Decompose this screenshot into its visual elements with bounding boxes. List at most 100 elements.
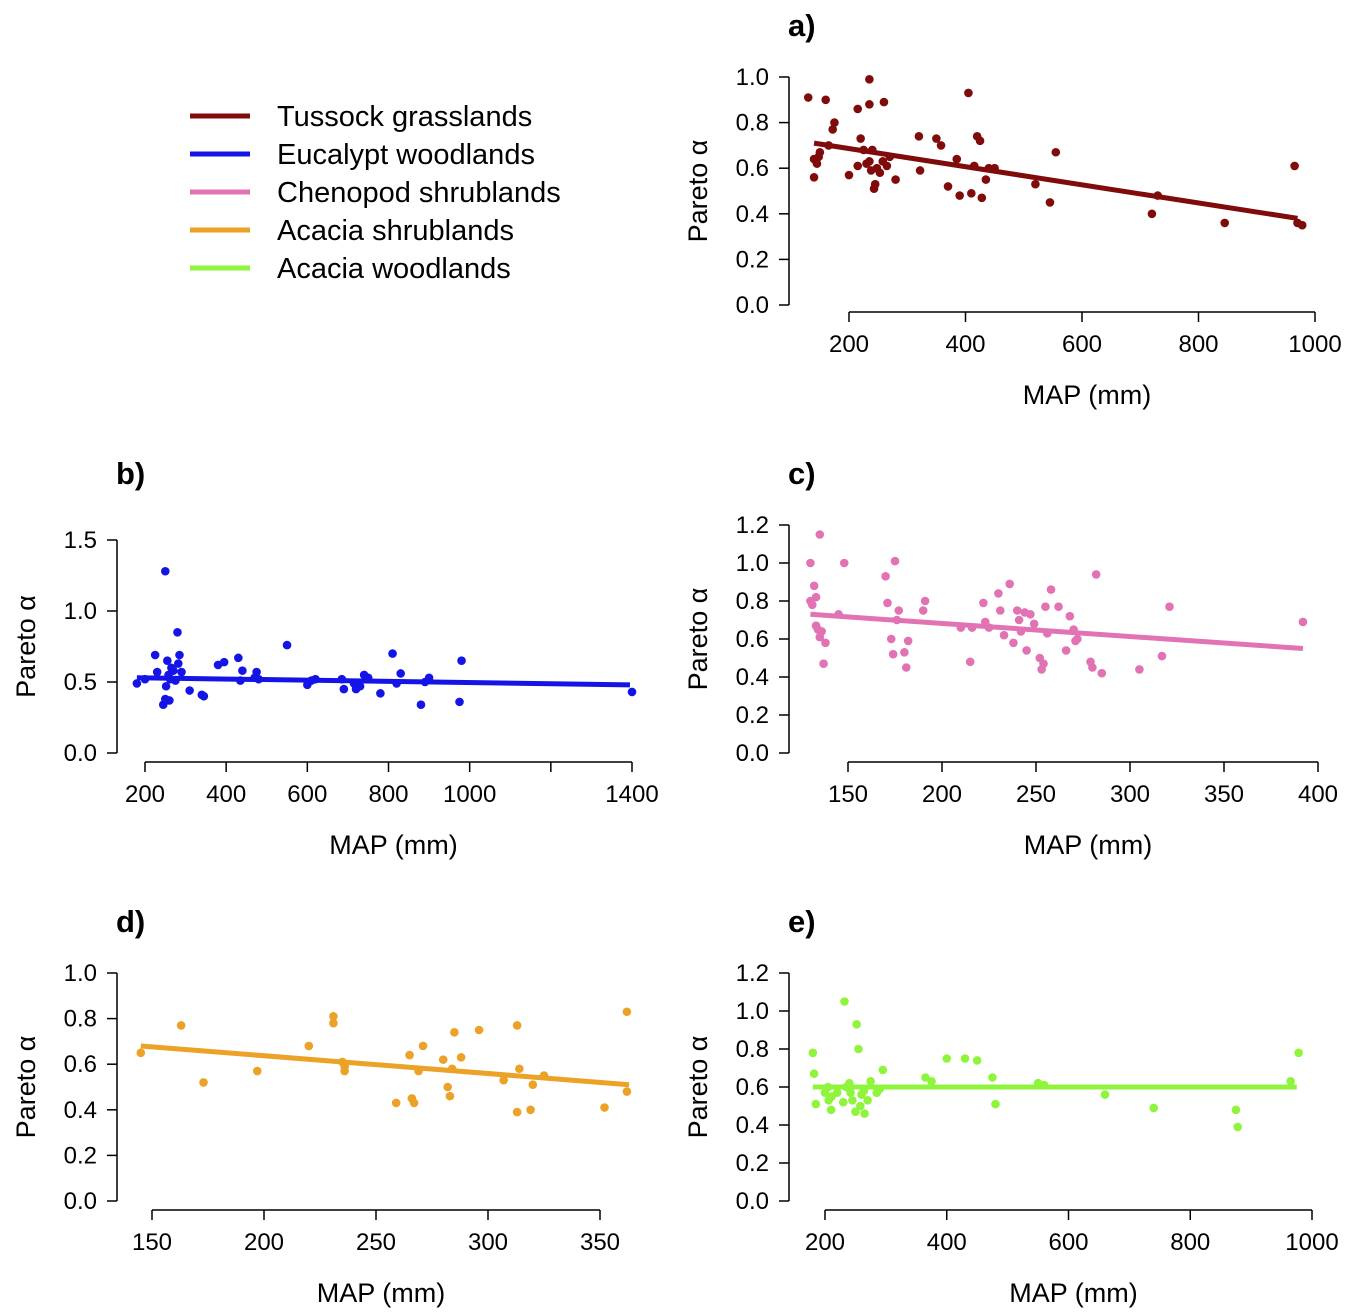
x-tick-label: 400 <box>927 1229 967 1256</box>
y-tick-label: 0.0 <box>64 1188 97 1215</box>
fit-line <box>810 611 1304 651</box>
data-point <box>995 606 1005 615</box>
legend-item: Eucalypt woodlands <box>190 139 535 171</box>
data-point <box>918 606 928 615</box>
data-point <box>355 681 365 691</box>
y-tick-label: 0.8 <box>736 1036 769 1063</box>
data-point <box>838 1097 848 1107</box>
data-point <box>914 131 924 141</box>
data-point <box>821 95 830 105</box>
x-tick-label: 150 <box>828 781 868 808</box>
data-point <box>175 650 184 660</box>
data-point <box>176 1021 186 1030</box>
x-tick-label: 800 <box>1170 1229 1210 1256</box>
data-point <box>964 88 973 98</box>
data-point <box>161 681 171 691</box>
data-point <box>807 600 817 610</box>
data-point <box>903 636 913 646</box>
data-point <box>809 581 819 591</box>
y-tick-label: 0.4 <box>736 201 769 228</box>
data-point <box>981 175 991 184</box>
y-axis-title: Pareto α <box>683 140 713 243</box>
y-tick-label: 1.0 <box>64 960 97 987</box>
data-point <box>865 100 874 109</box>
data-point <box>1100 1090 1110 1099</box>
x-axis-title: MAP (mm) <box>329 830 458 860</box>
data-point <box>391 1098 401 1108</box>
panel-e: e) 0.0 0.2 0.4 0.6 0.8 1.0 1.2 200 400 600 800 1000 M… <box>683 904 1339 1308</box>
x-tick-label: 300 <box>1110 781 1150 808</box>
data-point <box>988 1073 997 1082</box>
data-point <box>812 159 822 168</box>
data-point <box>450 1027 459 1037</box>
data-point <box>177 667 186 677</box>
data-point <box>846 1088 855 1097</box>
data-point <box>900 648 909 657</box>
data-point <box>405 1050 414 1060</box>
x-tick-label: 1000 <box>1288 331 1341 358</box>
data-point <box>943 182 953 191</box>
data-point <box>856 1101 865 1111</box>
data-point <box>840 997 849 1006</box>
data-point <box>1041 602 1050 611</box>
legend-item: Chenopod shrublands <box>190 177 561 209</box>
x-tick-label: 600 <box>1048 1229 1088 1256</box>
y-tick-label: 0.5 <box>64 669 97 696</box>
y-tick-label: 0.2 <box>736 702 769 729</box>
data-point <box>955 191 964 200</box>
legend-label: Tussock grasslands <box>277 101 532 133</box>
data-point <box>136 1048 146 1058</box>
data-point <box>1290 161 1299 171</box>
data-point <box>1149 1103 1159 1113</box>
data-point <box>438 1055 448 1064</box>
x-tick-label: 300 <box>468 1229 508 1256</box>
data-point <box>1231 1105 1241 1115</box>
data-point <box>844 170 854 180</box>
data-point <box>1061 646 1071 655</box>
data-point <box>1157 651 1167 661</box>
data-point <box>526 1105 535 1115</box>
y-axis-title: Pareto α <box>11 1036 41 1139</box>
y-tick-label: 0.0 <box>736 740 769 767</box>
data-point <box>627 687 637 697</box>
data-point <box>828 125 837 134</box>
data-point <box>173 659 183 668</box>
data-point <box>853 161 863 171</box>
data-point <box>622 1007 632 1017</box>
y-axis-title: Pareto α <box>11 595 41 698</box>
data-point <box>815 147 825 157</box>
data-point <box>282 640 292 650</box>
x-tick-label: 200 <box>244 1229 284 1256</box>
data-point <box>863 1096 872 1105</box>
data-point <box>817 627 826 636</box>
x-tick-label: 250 <box>1016 781 1056 808</box>
y-tick-label: 0.2 <box>736 1150 769 1177</box>
y-tick-label: 0.8 <box>736 588 769 615</box>
y-tick-label: 0.6 <box>736 155 769 182</box>
data-point <box>1045 198 1055 207</box>
data-point <box>418 1041 428 1051</box>
y-tick-label: 0.6 <box>64 1051 97 1078</box>
data-point <box>808 1048 818 1058</box>
fit-line <box>813 140 1298 221</box>
y-tick-label: 1.5 <box>64 527 97 554</box>
y-tick-label: 1.2 <box>736 512 769 539</box>
x-tick-label: 350 <box>580 1229 620 1256</box>
y-axis-title: Pareto α <box>683 588 713 691</box>
x-tick-label: 400 <box>206 781 246 808</box>
data-point <box>1147 209 1157 219</box>
data-point <box>960 1054 970 1063</box>
fit-line <box>140 1043 630 1088</box>
data-point <box>826 1105 836 1115</box>
panel-label: e) <box>788 904 816 939</box>
data-point <box>878 1065 888 1075</box>
data-point <box>1014 615 1024 625</box>
x-axis-title: MAP (mm) <box>1009 1278 1138 1308</box>
data-point <box>890 556 900 566</box>
data-point <box>238 666 247 675</box>
data-point <box>932 134 941 143</box>
data-point <box>376 689 385 698</box>
data-point <box>809 173 819 182</box>
legend-label: Acacia shrublands <box>277 215 514 247</box>
data-point <box>1046 585 1056 594</box>
